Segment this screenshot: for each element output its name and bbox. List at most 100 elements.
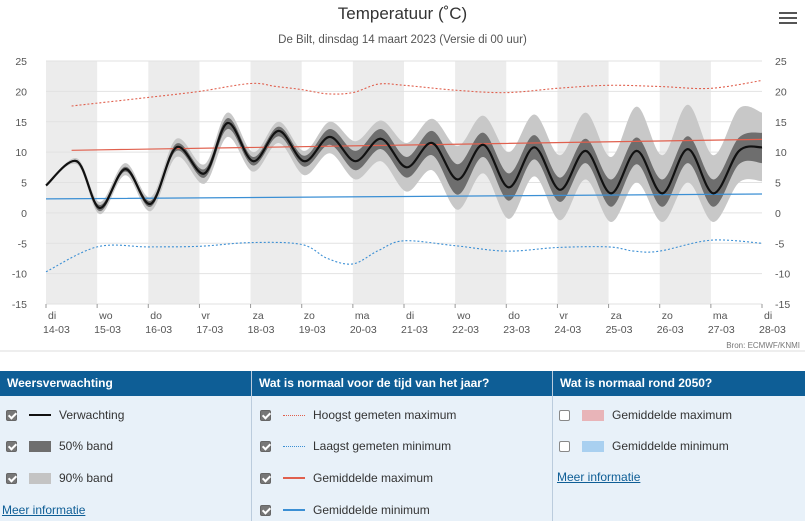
x-tick-date-label: 25-03 — [606, 324, 633, 336]
checkbox-2050-max[interactable] — [559, 409, 570, 421]
x-tick-day-label: di — [48, 310, 56, 322]
hamburger-menu-icon[interactable] — [776, 9, 800, 29]
x-tick-date-label: 24-03 — [554, 324, 581, 336]
temperature-chart: -15 -15 -10 -10 -5 -5 0 0 5 5 10 10 15 15 20 20 25 25 di 14… — [0, 56, 805, 352]
x-tick-day-label: wo — [98, 310, 113, 322]
x-tick-day-label: zo — [662, 310, 673, 322]
legend-header-normal: Wat is normaal voor de tijd van het jaar… — [252, 371, 552, 396]
legend-item-laagst-gemeten[interactable]: Laagst gemeten minimum — [260, 436, 451, 456]
legend-item-gemiddelde-maximum[interactable]: Gemiddelde maximum — [260, 468, 433, 488]
legend-item-2050-min[interactable]: Gemiddelde minimum — [559, 436, 729, 456]
legend-item-verwachting[interactable]: Verwachting — [6, 405, 124, 425]
swatch-line-red — [283, 477, 305, 479]
y-tick-label-left: 0 — [21, 208, 27, 220]
legend-item-hoogst-gemeten[interactable]: Hoogst gemeten maximum — [260, 405, 456, 425]
y-tick-label-right: 25 — [775, 56, 787, 68]
legend-item-90-band[interactable]: 90% band — [6, 468, 113, 488]
credit-label: Bron: ECMWF/KNMI — [726, 341, 800, 350]
legend-label-gemiddelde-minimum: Gemiddelde minimum — [313, 503, 430, 517]
x-tick-date-label: 20-03 — [350, 324, 377, 336]
series-gemiddelde-maximum — [71, 138, 763, 151]
checkbox-90-band[interactable] — [6, 472, 17, 484]
x-tick-date-label: 21-03 — [401, 324, 428, 336]
checkbox-hoogst-gemeten[interactable] — [260, 409, 271, 421]
x-tick-date-label: 18-03 — [248, 324, 275, 336]
x-tick-day-label: di — [764, 310, 772, 322]
x-tick-day-label: di — [406, 310, 414, 322]
legend-label-verwachting: Verwachting — [59, 408, 125, 422]
legend-divider — [552, 371, 553, 521]
x-tick-date-label: 22-03 — [452, 324, 479, 336]
legend-header-forecast: Weersverwachting — [0, 371, 251, 396]
legend-label-hoogst-gemeten: Hoogst gemeten maximum — [313, 408, 457, 422]
x-tick-date-label: 23-03 — [503, 324, 530, 336]
x-tick-day-label: zo — [304, 310, 315, 322]
x-tick-date-label: 26-03 — [657, 324, 684, 336]
swatch-dotted-red — [283, 414, 305, 416]
band-50-area — [46, 118, 762, 212]
checkbox-gemiddelde-minimum[interactable] — [260, 504, 271, 516]
checkbox-50-band[interactable] — [6, 440, 17, 452]
x-tick-day-label: do — [508, 310, 520, 322]
legend-label-laagst-gemeten: Laagst gemeten minimum — [313, 439, 452, 453]
x-tick-date-label: 28-03 — [759, 324, 786, 336]
y-tick-label-left: 25 — [15, 56, 27, 68]
x-tick-date-label: 19-03 — [299, 324, 326, 336]
x-tick-date-label: 17-03 — [196, 324, 223, 336]
legend-panel-normal: Wat is normaal voor de tijd van het jaar… — [252, 371, 552, 521]
x-tick-day-label: vr — [201, 310, 210, 322]
y-tick-label-right: -10 — [775, 269, 790, 281]
y-tick-label-right: -5 — [775, 238, 784, 250]
swatch-band-light — [29, 472, 51, 484]
legend-item-gemiddelde-minimum[interactable]: Gemiddelde minimum — [260, 500, 430, 520]
legend-label-50-band: 50% band — [59, 439, 114, 453]
y-tick-label-left: 10 — [15, 147, 27, 159]
legend-header-2050: Wat is normaal rond 2050? — [553, 371, 805, 396]
x-tick-day-label: vr — [559, 310, 568, 322]
x-tick-date-label: 27-03 — [708, 324, 735, 336]
x-tick-day-label: za — [253, 310, 264, 322]
x-tick-day-label: za — [611, 310, 622, 322]
y-tick-label-right: 0 — [775, 208, 781, 220]
x-tick-day-label: ma — [713, 310, 728, 322]
y-tick-label-right: 15 — [775, 117, 787, 129]
chart-title: Temperatuur (˚C) — [337, 4, 468, 23]
legend-label-90-band: 90% band — [59, 471, 114, 485]
legend-item-50-band[interactable]: 50% band — [6, 436, 113, 456]
swatch-box-pink — [582, 409, 604, 421]
series-hoogst-gemeten-maximum — [71, 79, 763, 107]
y-tick-label-left: 5 — [21, 178, 27, 190]
chart-subtitle: De Bilt, dinsdag 14 maart 2023 (Versie d… — [278, 34, 527, 46]
meer-informatie-link-forecast[interactable]: Meer informatie — [2, 503, 86, 517]
swatch-dotted-blue — [283, 445, 305, 447]
x-tick-date-label: 15-03 — [94, 324, 121, 336]
legend-area: Weersverwachting Verwachting 50% band 90… — [0, 371, 805, 521]
meer-informatie-link-2050[interactable]: Meer informatie — [557, 470, 641, 484]
y-tick-label-right: 5 — [775, 178, 781, 190]
checkbox-gemiddelde-maximum[interactable] — [260, 472, 271, 484]
swatch-line-black — [29, 414, 51, 416]
y-tick-label-left: -10 — [12, 269, 27, 281]
legend-label-2050-max: Gemiddelde maximum — [612, 408, 733, 422]
series-verwachting — [45, 121, 763, 210]
legend-panel-forecast: Weersverwachting Verwachting 50% band 90… — [0, 371, 251, 521]
x-tick-day-label: do — [150, 310, 162, 322]
swatch-band-dark — [29, 440, 51, 452]
y-tick-label-left: 15 — [15, 117, 27, 129]
legend-panel-2050: Wat is normaal rond 2050? Gemiddelde max… — [553, 371, 805, 521]
y-tick-label-right: -15 — [775, 299, 790, 311]
legend-label-2050-min: Gemiddelde minimum — [612, 439, 729, 453]
y-tick-label-left: -15 — [12, 299, 27, 311]
swatch-box-lightblue — [582, 440, 604, 452]
x-tick-date-label: 16-03 — [145, 324, 172, 336]
y-tick-label-left: 20 — [15, 86, 27, 98]
x-tick-day-label: ma — [355, 310, 370, 322]
checkbox-laagst-gemeten[interactable] — [260, 440, 271, 452]
y-tick-label-left: -5 — [18, 238, 27, 250]
checkbox-2050-min[interactable] — [559, 440, 570, 452]
swatch-line-blue — [283, 509, 305, 511]
legend-item-2050-max[interactable]: Gemiddelde maximum — [559, 405, 732, 425]
checkbox-verwachting[interactable] — [6, 409, 17, 421]
x-tick-day-label: wo — [456, 310, 471, 322]
x-tick-date-label: 14-03 — [43, 324, 70, 336]
